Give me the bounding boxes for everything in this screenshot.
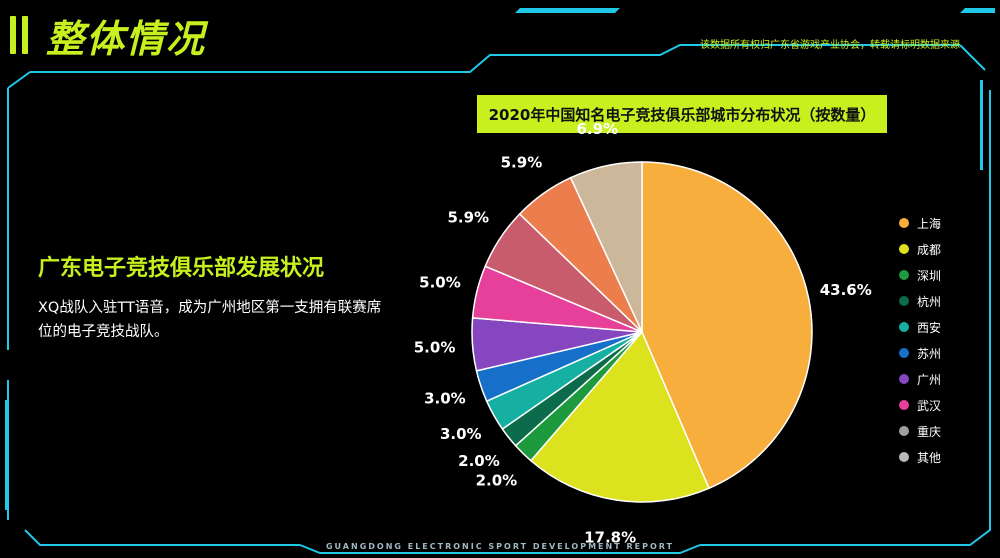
- legend-label: 其他: [917, 450, 942, 465]
- legend-label: 深圳: [917, 268, 942, 283]
- legend-swatch: [899, 322, 909, 332]
- legend-swatch: [899, 270, 909, 280]
- page-title: 整体情况: [46, 17, 207, 61]
- data-label-2: 2.0%: [476, 472, 518, 490]
- legend-item-2: 深圳: [899, 262, 941, 288]
- legend-item-5: 苏州: [899, 340, 941, 366]
- data-label-7: 5.0%: [419, 274, 461, 292]
- legend-label: 上海: [917, 216, 942, 231]
- legend-swatch: [899, 296, 909, 306]
- legend-item-3: 杭州: [899, 288, 941, 314]
- legend-label: 杭州: [917, 294, 942, 309]
- data-label-9: 5.9%: [501, 154, 543, 172]
- legend-swatch: [899, 218, 909, 228]
- footer-text: GUANGDONG ELECTRONIC SPORT DEVELOPMENT R…: [325, 542, 675, 551]
- pie-slice-10: [569, 161, 643, 333]
- data-label-3: 2.0%: [458, 452, 500, 470]
- chart-legend: 上海成都深圳杭州西安苏州广州武汉重庆其他: [899, 210, 941, 470]
- legend-swatch: [899, 348, 909, 358]
- legend-label: 成都: [917, 242, 942, 257]
- legend-item-9: 其他: [899, 444, 941, 470]
- legend-item-8: 重庆: [899, 418, 941, 444]
- title-accent-bars: [10, 16, 28, 54]
- legend-label: 广州: [917, 372, 942, 387]
- chart-title: 2020年中国知名电子竞技俱乐部城市分布状况（按数量）: [477, 95, 887, 133]
- legend-swatch: [899, 244, 909, 254]
- legend-label: 重庆: [917, 424, 942, 439]
- pie-slice-0: [641, 161, 813, 490]
- legend-item-0: 上海: [899, 210, 941, 236]
- legend-label: 苏州: [917, 346, 942, 361]
- data-label-10: 6.9%: [577, 120, 619, 138]
- data-label-8: 5.9%: [447, 209, 489, 227]
- legend-item-1: 成都: [899, 236, 941, 262]
- source-note: 该数据所有权归广东省游戏产业协会，转载请标明数据来源: [700, 40, 960, 51]
- data-label-0: 43.6%: [820, 281, 872, 299]
- legend-swatch: [899, 452, 909, 462]
- legend-item-6: 广州: [899, 366, 941, 392]
- legend-item-4: 西安: [899, 314, 941, 340]
- legend-swatch: [899, 374, 909, 384]
- legend-swatch: [899, 426, 909, 436]
- legend-label: 武汉: [917, 398, 942, 413]
- data-label-6: 5.0%: [414, 338, 456, 356]
- data-label-1: 17.8%: [584, 529, 636, 547]
- legend-label: 西安: [917, 320, 942, 335]
- legend-swatch: [899, 400, 909, 410]
- legend-item-7: 武汉: [899, 392, 941, 418]
- section-heading: 广东电子竞技俱乐部发展状况: [38, 256, 325, 281]
- section-body: XQ战队入驻TT语音，成为广州地区第一支拥有联赛席位的电子竞技战队。: [38, 300, 382, 340]
- data-label-4: 3.0%: [440, 425, 482, 443]
- pie-slice-1: [529, 330, 710, 503]
- data-label-5: 3.0%: [424, 389, 466, 407]
